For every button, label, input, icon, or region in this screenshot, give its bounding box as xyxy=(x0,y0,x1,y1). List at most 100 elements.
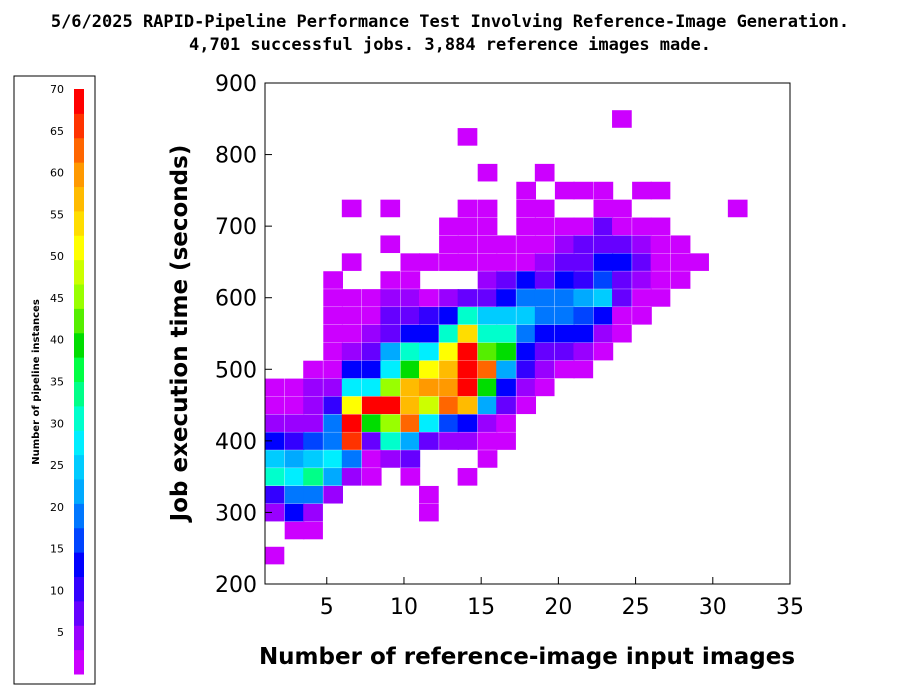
heatmap-cell xyxy=(361,342,382,361)
heatmap-cell xyxy=(284,432,305,450)
heatmap-cell xyxy=(439,396,459,415)
heatmap-cell xyxy=(554,360,575,379)
heatmap-cell xyxy=(303,521,323,540)
heatmap-cell xyxy=(264,432,285,450)
y-tick-label: 400 xyxy=(215,430,257,455)
colorbar-segment xyxy=(74,552,84,578)
heatmap-cell xyxy=(361,289,382,307)
heatmap-cell xyxy=(573,342,594,361)
heatmap-cell xyxy=(264,468,285,486)
heatmap-cell xyxy=(361,468,382,486)
heatmap-cell xyxy=(341,307,362,325)
heatmap-cell xyxy=(457,342,478,361)
heatmap-cell xyxy=(380,450,401,468)
x-tick-label: 15 xyxy=(467,595,495,620)
heatmap-cell xyxy=(534,271,555,289)
heatmap-cell xyxy=(554,253,575,271)
heatmap-cell xyxy=(573,217,594,236)
heatmap-cell xyxy=(632,271,652,289)
heatmap-cell xyxy=(612,199,632,218)
chart-title: 5/6/2025 RAPID-Pipeline Performance Test… xyxy=(51,12,849,32)
heatmap-cell xyxy=(516,181,537,200)
heatmap-cell xyxy=(477,163,498,182)
heatmap-cell xyxy=(689,253,709,271)
heatmap-cell xyxy=(264,450,285,468)
colorbar-segment xyxy=(74,576,84,602)
heatmap-cell xyxy=(419,485,439,504)
heatmap-cell xyxy=(400,378,421,397)
colorbar-segment xyxy=(74,527,84,553)
colorbar-segment xyxy=(74,308,84,334)
heatmap-cell xyxy=(477,199,498,218)
heatmap-cell xyxy=(400,342,421,361)
x-tick-label: 10 xyxy=(390,595,418,620)
heatmap-cell xyxy=(573,235,594,254)
colorbar-segment xyxy=(74,210,84,236)
heatmap-cell xyxy=(323,432,343,450)
heatmap-cell xyxy=(323,450,343,468)
heatmap-cell xyxy=(632,253,652,271)
heatmap-cell xyxy=(303,485,323,504)
heatmap-cell xyxy=(439,307,459,325)
heatmap-cell xyxy=(516,396,537,415)
colorbar-segment xyxy=(74,503,84,529)
heatmap-cell xyxy=(554,181,575,200)
heatmap-cell xyxy=(457,289,478,307)
heatmap-cell xyxy=(419,253,439,271)
colorbar-tick-label: 45 xyxy=(50,292,64,305)
heatmap-cell xyxy=(496,432,516,450)
heatmap-cell xyxy=(477,307,498,325)
heatmap-cell xyxy=(534,378,555,397)
heatmap-cell xyxy=(361,307,382,325)
y-tick-label: 600 xyxy=(215,287,257,312)
heatmap-cell xyxy=(477,396,498,415)
colorbar-segment xyxy=(74,235,84,261)
heatmap-cell xyxy=(516,360,537,379)
heatmap-cell xyxy=(457,217,478,236)
heatmap-cell xyxy=(496,414,516,432)
heatmap-cell xyxy=(554,342,575,361)
heatmap-cell xyxy=(477,342,498,361)
heatmap-cell xyxy=(323,360,343,379)
heatmap-cell xyxy=(303,414,323,432)
heatmap-cell xyxy=(554,235,575,254)
heatmap-cell xyxy=(516,217,537,236)
heatmap-cell xyxy=(439,378,459,397)
heatmap-cell xyxy=(439,253,459,271)
heatmap-cell xyxy=(361,414,382,432)
colorbar-segment xyxy=(74,649,84,675)
x-tick-label: 30 xyxy=(699,595,727,620)
heatmap-cell xyxy=(534,289,555,307)
y-tick-label: 700 xyxy=(215,215,257,240)
colorbar-segment xyxy=(74,625,84,651)
heatmap-cell xyxy=(573,360,594,379)
heatmap-cell xyxy=(264,414,285,432)
heatmap-cell xyxy=(612,217,632,236)
heatmap-cell xyxy=(457,396,478,415)
colorbar-segment xyxy=(74,137,84,163)
heatmap-cell xyxy=(323,485,343,504)
heatmap-cell xyxy=(303,378,323,397)
heatmap-cell xyxy=(439,414,459,432)
colorbar-tick-label: 30 xyxy=(50,417,64,430)
heatmap-cell xyxy=(380,360,401,379)
heatmap-cell xyxy=(457,235,478,254)
heatmap-cell xyxy=(341,432,362,450)
heatmap-cell xyxy=(439,360,459,379)
heatmap-cell xyxy=(380,235,401,254)
heatmap-cell xyxy=(516,342,537,361)
heatmap-cell xyxy=(380,396,401,415)
heatmap-cell xyxy=(670,253,691,271)
heatmap-cell xyxy=(323,396,343,415)
heatmap-cell xyxy=(400,307,421,325)
heatmap-cell xyxy=(380,324,401,343)
heatmap-cell xyxy=(303,360,323,379)
heatmap-cell xyxy=(419,324,439,343)
heatmap-cell xyxy=(534,199,555,218)
heatmap-cell xyxy=(439,324,459,343)
heatmap-cell xyxy=(341,396,362,415)
heatmap-cell xyxy=(380,271,401,289)
heatmap-cell xyxy=(323,271,343,289)
heatmap-cell xyxy=(554,324,575,343)
